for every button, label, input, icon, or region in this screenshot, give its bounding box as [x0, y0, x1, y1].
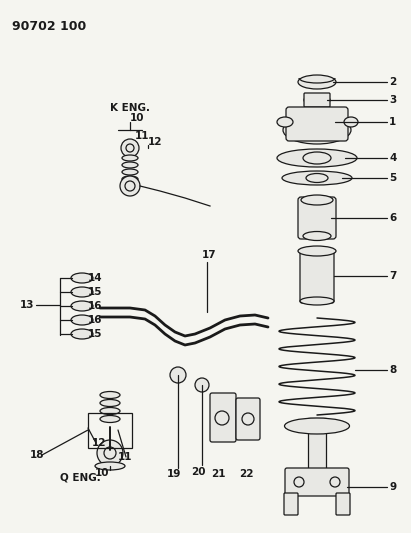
Ellipse shape [303, 152, 331, 164]
Text: 1: 1 [389, 117, 396, 127]
Circle shape [104, 447, 116, 459]
Text: 9: 9 [389, 482, 396, 492]
Text: 7: 7 [389, 271, 396, 281]
Circle shape [125, 181, 135, 191]
Ellipse shape [301, 195, 333, 205]
Text: 20: 20 [191, 467, 205, 477]
Text: K ENG.: K ENG. [110, 103, 150, 113]
Circle shape [97, 440, 123, 466]
Text: 12: 12 [92, 438, 106, 448]
FancyBboxPatch shape [300, 249, 334, 303]
Circle shape [126, 144, 134, 152]
Ellipse shape [71, 273, 93, 283]
Circle shape [242, 413, 254, 425]
FancyBboxPatch shape [298, 197, 336, 239]
Text: 10: 10 [95, 468, 109, 478]
Text: 12: 12 [148, 137, 162, 147]
FancyBboxPatch shape [285, 468, 349, 496]
Circle shape [195, 378, 209, 392]
Ellipse shape [122, 176, 138, 182]
Text: 21: 21 [211, 469, 225, 479]
Ellipse shape [100, 400, 120, 407]
Text: 13: 13 [20, 300, 35, 310]
Bar [88, 413, 132, 448]
Ellipse shape [71, 329, 93, 339]
Ellipse shape [71, 287, 93, 297]
Text: 90702 100: 90702 100 [12, 20, 86, 33]
Text: 3: 3 [389, 95, 396, 105]
FancyBboxPatch shape [286, 107, 348, 141]
Text: 14: 14 [88, 273, 103, 283]
Ellipse shape [122, 155, 138, 161]
Text: 11: 11 [118, 452, 132, 462]
Text: 22: 22 [239, 469, 253, 479]
Ellipse shape [282, 171, 352, 185]
FancyBboxPatch shape [236, 398, 260, 440]
Ellipse shape [283, 116, 351, 144]
Ellipse shape [303, 231, 331, 240]
Ellipse shape [344, 117, 358, 127]
Text: 16: 16 [88, 315, 102, 325]
Ellipse shape [71, 315, 93, 325]
FancyBboxPatch shape [284, 493, 298, 515]
Text: 4: 4 [389, 153, 396, 163]
FancyBboxPatch shape [304, 93, 330, 107]
Circle shape [121, 139, 139, 157]
Circle shape [330, 477, 340, 487]
Ellipse shape [277, 117, 293, 127]
Text: 15: 15 [88, 329, 102, 339]
Ellipse shape [100, 408, 120, 415]
Ellipse shape [284, 418, 349, 434]
Text: 18: 18 [30, 450, 44, 460]
Ellipse shape [304, 94, 330, 106]
Ellipse shape [100, 416, 120, 423]
Ellipse shape [298, 246, 336, 256]
Circle shape [120, 176, 140, 196]
Ellipse shape [306, 174, 328, 182]
Circle shape [294, 477, 304, 487]
Ellipse shape [95, 462, 125, 470]
FancyBboxPatch shape [336, 493, 350, 515]
Text: 16: 16 [88, 301, 102, 311]
Text: 6: 6 [389, 213, 396, 223]
Text: Q ENG.: Q ENG. [60, 473, 101, 483]
FancyBboxPatch shape [210, 393, 236, 442]
Text: 8: 8 [389, 365, 396, 375]
Text: 10: 10 [130, 113, 145, 123]
Text: 11: 11 [135, 131, 150, 141]
Ellipse shape [122, 169, 138, 175]
Bar [308, 418, 326, 492]
Ellipse shape [300, 297, 334, 305]
Text: 5: 5 [389, 173, 396, 183]
Circle shape [170, 367, 186, 383]
Circle shape [215, 411, 229, 425]
Ellipse shape [277, 149, 357, 167]
Ellipse shape [71, 301, 93, 311]
Ellipse shape [122, 162, 138, 168]
Text: 17: 17 [202, 250, 217, 260]
Text: 2: 2 [389, 77, 396, 87]
Ellipse shape [298, 75, 336, 89]
Text: 15: 15 [88, 287, 102, 297]
Ellipse shape [100, 392, 120, 399]
Text: 19: 19 [167, 469, 181, 479]
